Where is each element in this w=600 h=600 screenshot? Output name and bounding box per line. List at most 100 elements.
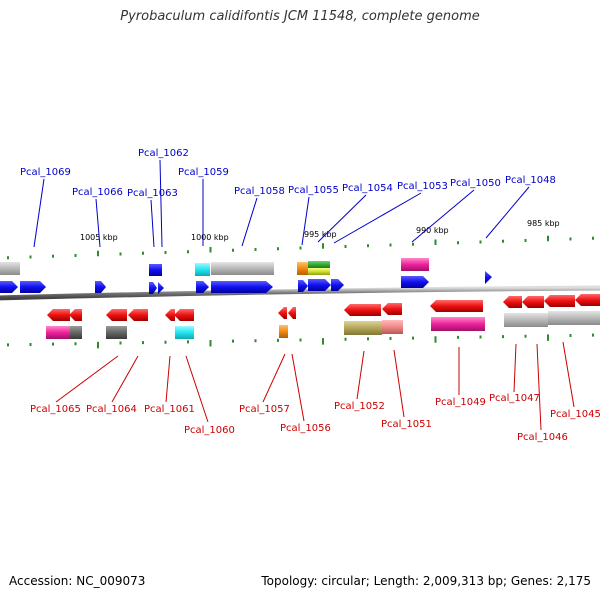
homology-block[interactable] (46, 326, 70, 339)
label-leader-line (333, 192, 422, 244)
accession-label: Accession: NC_009073 (9, 574, 146, 588)
gene-arrow[interactable] (278, 307, 287, 319)
gene-arrow[interactable] (544, 295, 575, 307)
gene-label-pcal-1049[interactable]: Pcal_1049 (435, 397, 486, 408)
gene-arrow[interactable] (211, 281, 273, 293)
homology-block[interactable] (504, 313, 548, 327)
homology-block[interactable] (279, 325, 288, 338)
gene-arrow[interactable] (158, 282, 164, 294)
label-leader-line (536, 343, 542, 431)
label-leader-line (262, 353, 286, 403)
gene-label-pcal-1055[interactable]: Pcal_1055 (288, 185, 339, 196)
gene-label-pcal-1054[interactable]: Pcal_1054 (342, 183, 393, 194)
homology-block[interactable] (431, 317, 485, 331)
label-leader-line (111, 355, 139, 403)
homology-block[interactable] (106, 326, 127, 339)
label-leader-line (562, 341, 575, 408)
gene-arrow[interactable] (430, 300, 483, 312)
scale-label-990: 990 kbp (416, 226, 449, 235)
homology-block[interactable] (297, 262, 308, 275)
label-leader-line (513, 343, 517, 393)
homology-block[interactable] (548, 311, 600, 325)
gene-arrow[interactable] (344, 304, 381, 316)
gene-arrow[interactable] (95, 281, 106, 293)
homology-block[interactable] (0, 262, 20, 275)
label-leader-line (301, 196, 310, 246)
gene-label-pcal-1059[interactable]: Pcal_1059 (178, 167, 229, 178)
gene-arrow[interactable] (288, 307, 296, 319)
reverse-strand-genes (47, 294, 600, 321)
gene-arrow[interactable] (165, 309, 175, 321)
homology-block[interactable] (70, 326, 82, 339)
forward-gene-labels: Pcal_1069 Pcal_1066 Pcal_1063 Pcal_1062 … (20, 148, 556, 199)
gene-label-pcal-1057[interactable]: Pcal_1057 (239, 404, 290, 415)
scale-label-985: 985 kbp (527, 219, 560, 228)
genome-summary: Topology: circular; Length: 2,009,313 bp… (261, 574, 591, 588)
gene-label-pcal-1062[interactable]: Pcal_1062 (138, 148, 189, 159)
label-leader-line (159, 159, 163, 248)
gene-arrow[interactable] (298, 280, 308, 292)
gene-label-pcal-1051[interactable]: Pcal_1051 (381, 419, 432, 430)
gene-label-pcal-1045[interactable]: Pcal_1045 (550, 409, 600, 420)
forward-homology-blocks (0, 258, 429, 276)
label-leader-line (150, 199, 155, 248)
gene-arrow[interactable] (0, 281, 18, 293)
gene-arrow[interactable] (331, 279, 344, 291)
gene-arrow[interactable] (575, 294, 600, 306)
homology-block[interactable] (211, 262, 274, 275)
gene-arrow[interactable] (106, 309, 127, 321)
gene-arrow[interactable] (20, 281, 46, 293)
top-tick-row (7, 235, 594, 260)
gene-arrow[interactable] (69, 309, 82, 321)
gene-label-pcal-1063[interactable]: Pcal_1063 (127, 188, 178, 199)
gene-arrow[interactable] (174, 309, 194, 321)
scale-label-1000: 1000 kbp (191, 233, 229, 242)
gene-arrow[interactable] (196, 281, 209, 293)
label-leader-line (185, 355, 209, 423)
gene-label-pcal-1061[interactable]: Pcal_1061 (144, 404, 195, 415)
homology-block[interactable] (401, 258, 429, 271)
label-leader-line (55, 355, 119, 403)
genome-title: Pyrobaculum calidifontis JCM 11548, comp… (120, 9, 480, 24)
gene-label-pcal-1069[interactable]: Pcal_1069 (20, 167, 71, 178)
gene-label-pcal-1058[interactable]: Pcal_1058 (234, 186, 285, 197)
label-leader-line (411, 189, 475, 243)
gene-arrow[interactable] (503, 296, 522, 308)
homology-block[interactable] (175, 326, 194, 339)
gene-arrow[interactable] (382, 303, 402, 315)
homology-block[interactable] (195, 263, 210, 276)
gene-arrow[interactable] (128, 309, 148, 321)
gene-arrow[interactable] (485, 271, 492, 284)
gene-label-pcal-1064[interactable]: Pcal_1064 (86, 404, 137, 415)
label-leader-line (356, 350, 365, 400)
gene-label-pcal-1046[interactable]: Pcal_1046 (517, 432, 568, 443)
gene-label-pcal-1052[interactable]: Pcal_1052 (334, 401, 385, 412)
gene-arrow[interactable] (47, 309, 70, 321)
gene-arrow[interactable] (401, 276, 429, 288)
gene-label-pcal-1065[interactable]: Pcal_1065 (30, 404, 81, 415)
gene-label-pcal-1047[interactable]: Pcal_1047 (489, 393, 540, 404)
label-leader-lines (33, 159, 575, 431)
label-leader-line (95, 198, 101, 248)
homology-block[interactable] (308, 261, 330, 269)
label-leader-line (485, 186, 530, 239)
homology-block[interactable] (382, 320, 403, 334)
gene-box[interactable] (156, 264, 162, 276)
gene-box[interactable] (149, 264, 156, 276)
gene-label-pcal-1048[interactable]: Pcal_1048 (505, 175, 556, 186)
gene-arrow[interactable] (149, 282, 157, 294)
homology-block[interactable] (344, 321, 382, 335)
bottom-tick-row (7, 333, 594, 349)
gene-arrow[interactable] (522, 296, 544, 308)
homology-block[interactable] (308, 268, 330, 275)
gene-label-pcal-1056[interactable]: Pcal_1056 (280, 423, 331, 434)
gene-arrow[interactable] (308, 279, 331, 291)
gene-label-pcal-1053[interactable]: Pcal_1053 (397, 181, 448, 192)
scale-label-995: 995 kbp (304, 230, 337, 239)
gene-label-pcal-1060[interactable]: Pcal_1060 (184, 425, 235, 436)
label-leader-line (241, 197, 258, 247)
gene-label-pcal-1050[interactable]: Pcal_1050 (450, 178, 501, 189)
label-leader-line (317, 194, 367, 243)
gene-label-pcal-1066[interactable]: Pcal_1066 (72, 187, 123, 198)
